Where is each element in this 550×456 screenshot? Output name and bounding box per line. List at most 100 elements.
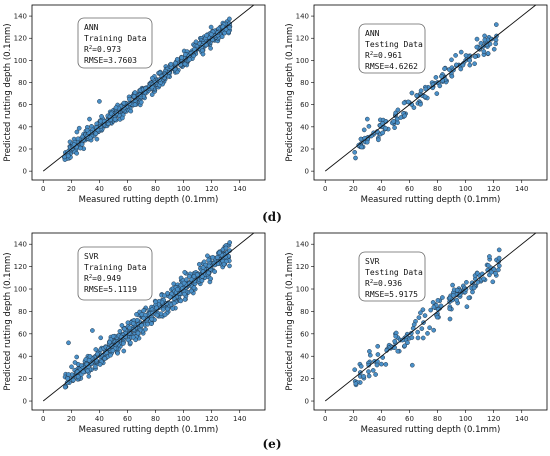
y-tick-label: 20	[300, 375, 309, 383]
data-point	[458, 66, 464, 72]
data-point	[447, 306, 453, 312]
data-point	[170, 306, 176, 311]
data-point	[361, 127, 367, 133]
model-name: SVR	[84, 252, 99, 261]
model-name: ANN	[84, 23, 99, 32]
data-point	[405, 99, 411, 105]
data-point	[121, 100, 127, 106]
data-point	[162, 312, 168, 318]
y-tick-label: 0	[23, 168, 27, 176]
rmse-value: RMSE=3.7603	[84, 56, 137, 65]
data-point	[435, 297, 441, 303]
data-point	[489, 269, 494, 275]
data-point	[125, 320, 131, 326]
r-squared: R2=0.961	[365, 51, 402, 60]
data-point	[194, 272, 200, 278]
data-point	[78, 145, 83, 151]
x-tick-label: 100	[459, 415, 472, 423]
scatter-panel-1: 0 20 40 60 80 100 120 140 0 20 40 60 80 100 120 140 Meas…	[3, 4, 266, 205]
data-point	[496, 267, 501, 273]
data-point	[128, 108, 134, 114]
y-tick-label: 140	[14, 13, 27, 21]
data-point	[496, 255, 502, 261]
x-tick-label: 120	[205, 415, 218, 423]
y-tick-label: 120	[14, 263, 27, 271]
data-point	[431, 304, 437, 310]
r-squared: R2=0.936	[365, 279, 402, 288]
caption-d: (d)	[262, 210, 282, 224]
y-axis-label: Predicted rutting depth (0.1mm)	[3, 252, 13, 390]
data-point	[99, 114, 104, 119]
rmse-value: RMSE=5.9175	[365, 290, 418, 299]
x-tick-label: 120	[487, 185, 500, 193]
data-point	[79, 141, 85, 147]
data-point	[358, 136, 364, 142]
data-point	[374, 362, 380, 368]
x-tick-label: 140	[233, 415, 246, 423]
y-tick-label: 60	[18, 101, 27, 109]
data-point	[167, 294, 173, 300]
data-point	[493, 41, 499, 47]
data-point	[485, 263, 491, 268]
data-point	[487, 254, 492, 259]
x-tick-label: 80	[151, 415, 160, 423]
reference-line	[42, 4, 255, 172]
data-point	[411, 105, 417, 110]
data-point	[364, 139, 370, 145]
x-tick-label: 40	[377, 415, 386, 423]
data-point	[450, 292, 456, 298]
data-point	[208, 276, 214, 282]
plot-frame	[313, 4, 548, 181]
reference-line	[324, 232, 537, 402]
data-point	[223, 245, 229, 251]
data-point	[182, 291, 187, 297]
model-name: ANN	[365, 29, 380, 38]
data-point	[93, 131, 99, 137]
dataset-name: Training Data	[84, 263, 147, 272]
data-point	[174, 56, 180, 62]
data-point	[409, 335, 415, 340]
y-tick-label: 20	[18, 375, 27, 383]
data-point	[370, 368, 376, 373]
data-point	[193, 39, 199, 45]
data-point	[200, 51, 206, 57]
data-point	[135, 330, 141, 336]
data-point	[132, 90, 138, 95]
data-point	[85, 368, 90, 374]
data-point	[395, 107, 401, 113]
x-tick-label: 80	[151, 185, 160, 193]
data-point	[490, 279, 496, 285]
metrics-annotation: SVR Testing Data R2=0.936 RMSE=5.9175	[358, 251, 426, 302]
data-point	[453, 53, 458, 58]
y-tick-label: 40	[18, 353, 27, 361]
data-point	[418, 310, 423, 316]
data-point	[165, 290, 170, 296]
data-point	[69, 364, 74, 370]
y-tick-label: 120	[296, 263, 309, 271]
data-point	[173, 60, 178, 66]
data-point	[120, 115, 125, 121]
x-tick-label: 20	[349, 415, 358, 423]
data-point	[454, 297, 460, 303]
y-tick-label: 100	[14, 57, 27, 65]
data-point	[191, 285, 197, 291]
data-point	[467, 62, 473, 68]
y-tick-label: 80	[300, 308, 309, 316]
rmse-value: RMSE=5.1119	[84, 285, 137, 294]
scatter-panel-3: 0 20 40 60 80 100 120 140 0 20 40 60 80 100 120 140 Meas…	[3, 232, 266, 435]
data-point	[227, 240, 233, 245]
data-point	[92, 364, 98, 370]
data-point	[453, 62, 459, 68]
rmse-value: RMSE=4.6262	[365, 62, 418, 71]
reference-line	[42, 232, 255, 402]
data-point	[367, 349, 372, 354]
r-squared: R2=0.949	[84, 274, 121, 283]
x-tick-label: 0	[41, 415, 45, 423]
data-point	[472, 54, 478, 59]
x-tick-label: 60	[123, 415, 132, 423]
data-point	[186, 281, 192, 286]
data-point	[352, 367, 358, 373]
data-point	[478, 40, 484, 46]
data-point	[420, 307, 426, 313]
